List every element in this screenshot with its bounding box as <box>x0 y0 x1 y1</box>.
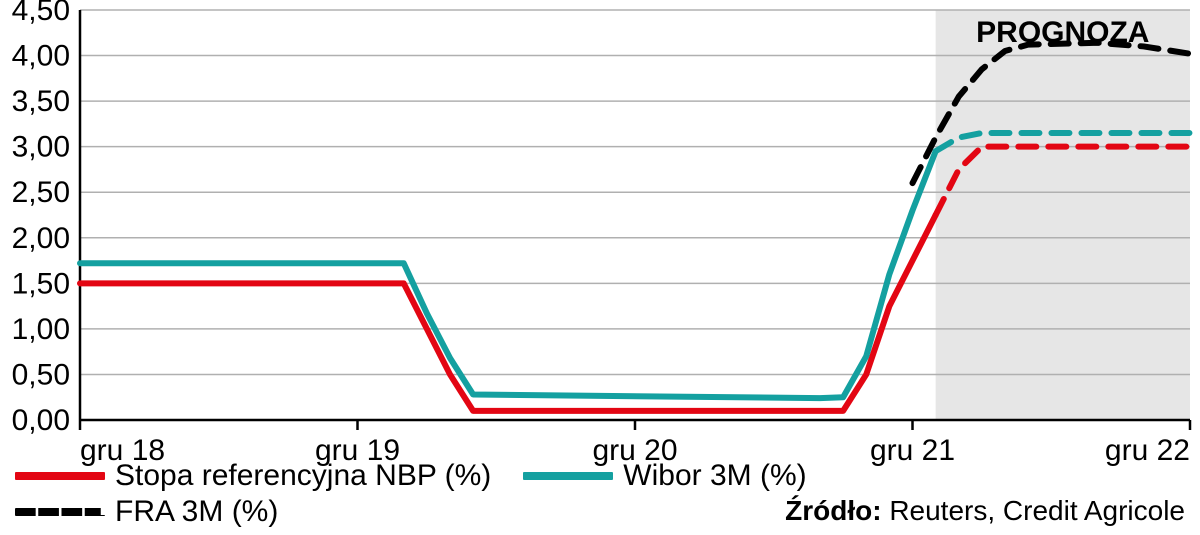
chart-svg: 0,00 0,50 1,00 1,50 2,00 2,50 3,00 3,50 4,00 4,50… <box>0 0 1200 535</box>
svg-text:0,50: 0,50 <box>12 358 70 391</box>
svg-text:4,00: 4,00 <box>12 40 70 73</box>
legend-item-nbp: Stopa referencyjna NBP (%) <box>15 459 491 493</box>
source: Źródło: Reuters, Credit Agricole <box>785 495 1185 527</box>
svg-text:2,50: 2,50 <box>12 176 70 209</box>
source-text: Reuters, Credit Agricole <box>889 495 1185 526</box>
legend-label-wibor: Wibor 3M (%) <box>623 459 806 493</box>
svg-text:3,50: 3,50 <box>12 85 70 118</box>
svg-text:1,50: 1,50 <box>12 267 70 300</box>
svg-text:0,00: 0,00 <box>12 404 70 437</box>
rates-chart: 0,00 0,50 1,00 1,50 2,00 2,50 3,00 3,50 4,00 4,50… <box>0 0 1200 535</box>
legend: Stopa referencyjna NBP (%) Wibor 3M (%) … <box>15 457 1185 529</box>
svg-text:2,00: 2,00 <box>12 222 70 255</box>
legend-swatch-nbp <box>15 472 105 480</box>
source-label: Źródło: <box>785 495 881 526</box>
legend-swatch-wibor <box>523 472 613 480</box>
legend-swatch-fra <box>15 508 105 516</box>
legend-label-fra: FRA 3M (%) <box>115 495 278 529</box>
legend-item-wibor: Wibor 3M (%) <box>523 459 806 493</box>
svg-text:3,00: 3,00 <box>12 131 70 164</box>
svg-text:1,00: 1,00 <box>12 313 70 346</box>
legend-label-nbp: Stopa referencyjna NBP (%) <box>115 459 491 493</box>
legend-item-fra: FRA 3M (%) <box>15 495 278 529</box>
svg-text:4,50: 4,50 <box>12 0 70 27</box>
